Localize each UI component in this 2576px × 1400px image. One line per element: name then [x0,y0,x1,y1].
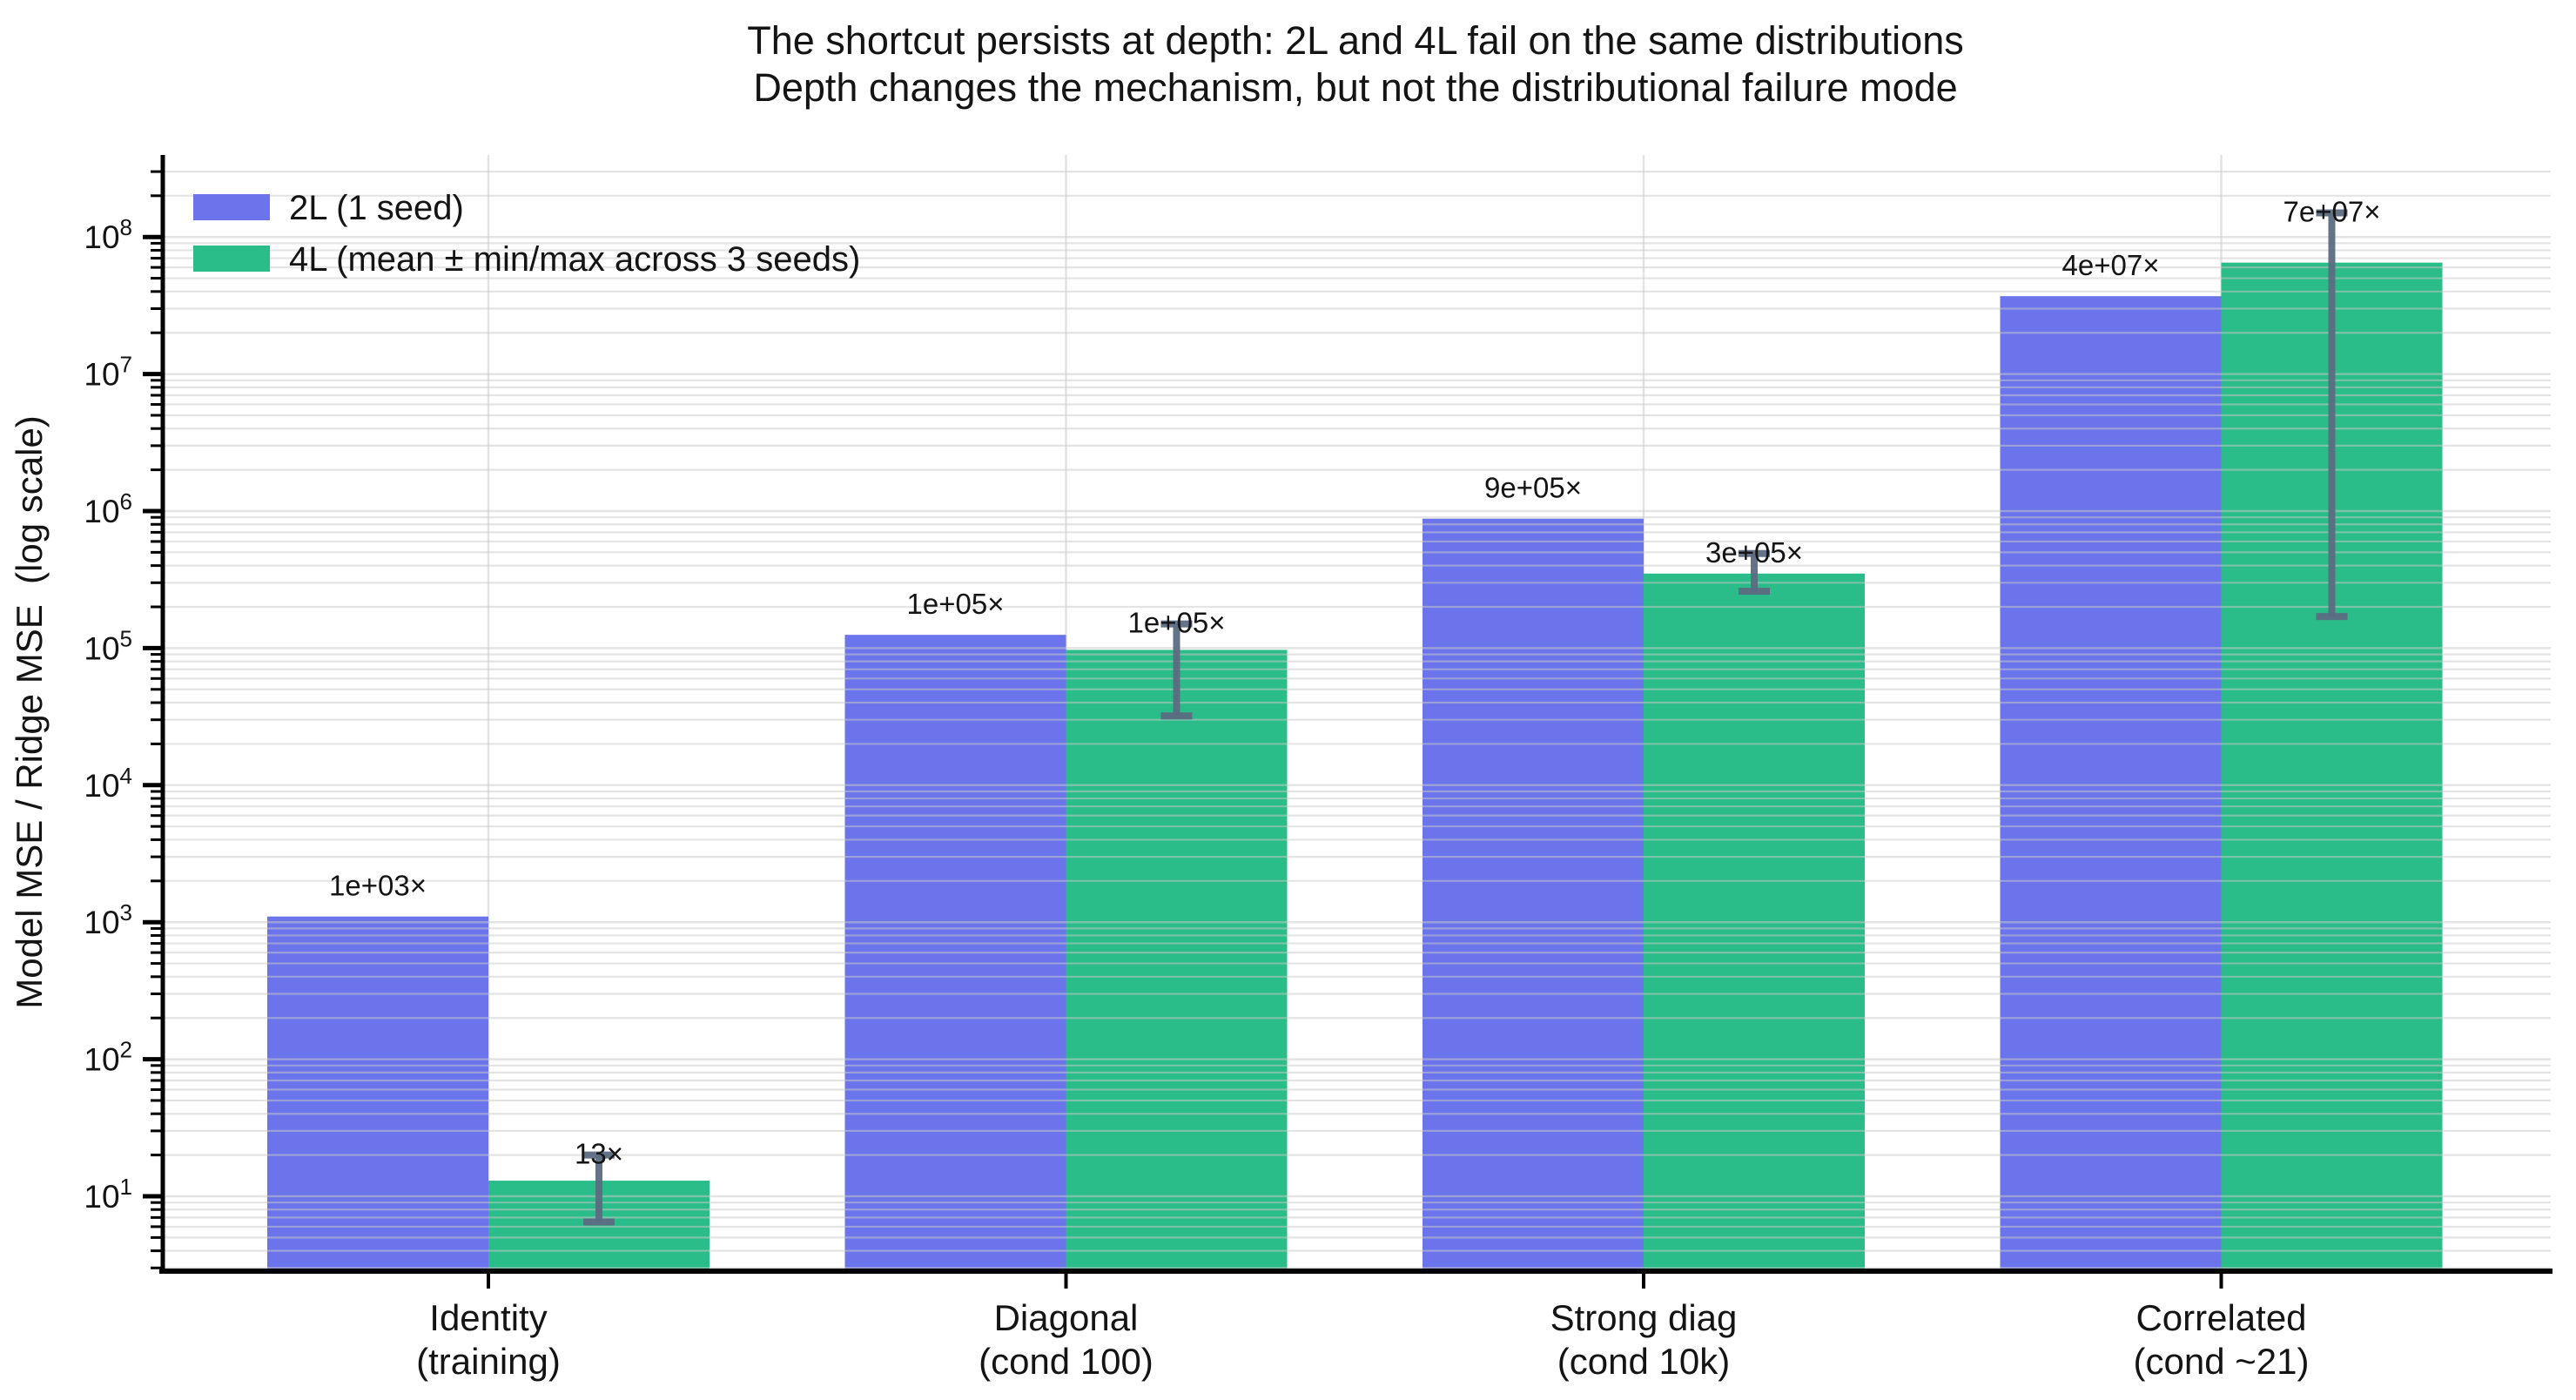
x-tick-label-2-line2: (cond 10k) [1557,1341,1730,1382]
bar-value-label-2l-0: 1e+03× [329,870,427,902]
x-tick-label-2-line1: Strong diag [1550,1297,1738,1338]
x-tick-label-0-line1: Identity [429,1297,547,1338]
chart-title: The shortcut persists at depth: 2L and 4… [747,18,1963,110]
error-bar-1 [1160,620,1193,720]
x-axis-tick-labels: Identity(training) Diagonal(cond 100) Stro… [416,1297,2309,1382]
bar-value-label-2l-3: 4e+07× [2062,249,2160,281]
error-bar-0 [583,1151,615,1226]
bar-value-label-2l-2: 9e+05× [1484,472,1582,504]
y-tick-label-1e4: 104 [84,763,132,804]
x-tick-label-0-line2: (training) [416,1341,561,1382]
x-tick-label-3-line1: Correlated [2135,1297,2306,1338]
chart-title-line-1: The shortcut persists at depth: 2L and 4… [747,18,1963,63]
vertical-gridlines [487,155,2223,1269]
x-tick-label-1-line2: (cond 100) [979,1341,1153,1382]
bar-value-labels: 1e+03× 1e+05× 9e+05× 4e+07× 13× 1e+05× 3e+05× 7… [329,195,2380,1169]
x-tick-label-3-line2: (cond ~21) [2134,1341,2310,1382]
chart-title-line-2: Depth changes the mechanism, but not the… [753,65,1957,110]
legend-label-2l: 2L (1 seed) [289,189,464,227]
y-tick-label-1e1: 101 [84,1174,132,1215]
bar-value-label-2l-1: 1e+05× [907,588,1005,620]
bar-value-label-4l-2: 3e+05× [1705,536,1803,569]
bar-2l-0 [267,916,488,1269]
y-tick-label-1e8: 108 [84,214,132,255]
y-tick-label-1e6: 106 [84,488,132,529]
legend-label-4l: 4L (mean ± min/max across 3 seeds) [289,240,860,279]
y-tick-label-1e3: 103 [84,899,132,940]
bar-value-label-4l-1: 1e+05× [1128,607,1226,639]
legend-swatch-4l [193,246,270,272]
horizontal-gridlines [161,171,2551,1269]
axes-spines [159,155,2552,1274]
y-axis-ticks [143,170,162,1269]
legend: 2L (1 seed) 4L (mean ± min/max across 3 … [193,189,860,279]
y-axis-label: Model MSE / Ridge MSE (log scale) [9,415,50,1009]
bar-4l-1 [1066,650,1288,1269]
y-axis-tick-labels: 101 102 103 104 105 106 107 108 [84,214,132,1215]
error-bars [583,209,2348,1226]
x-tick-label-1-line1: Diagonal [994,1297,1139,1338]
bar-2l-2 [1423,518,1644,1269]
y-tick-label-1e5: 105 [84,625,132,666]
x-axis-ticks [487,1272,2223,1289]
y-tick-label-1e2: 102 [84,1037,132,1078]
bar-value-label-4l-3: 7e+07× [2283,195,2381,227]
bar-value-label-4l-0: 13× [575,1138,623,1170]
error-bar-3 [2316,209,2348,621]
error-bar-2 [1739,549,1770,596]
legend-swatch-2l [193,194,270,220]
bar-2l-3 [2000,296,2222,1269]
bars [267,262,2443,1269]
y-tick-label-1e7: 107 [84,352,132,393]
